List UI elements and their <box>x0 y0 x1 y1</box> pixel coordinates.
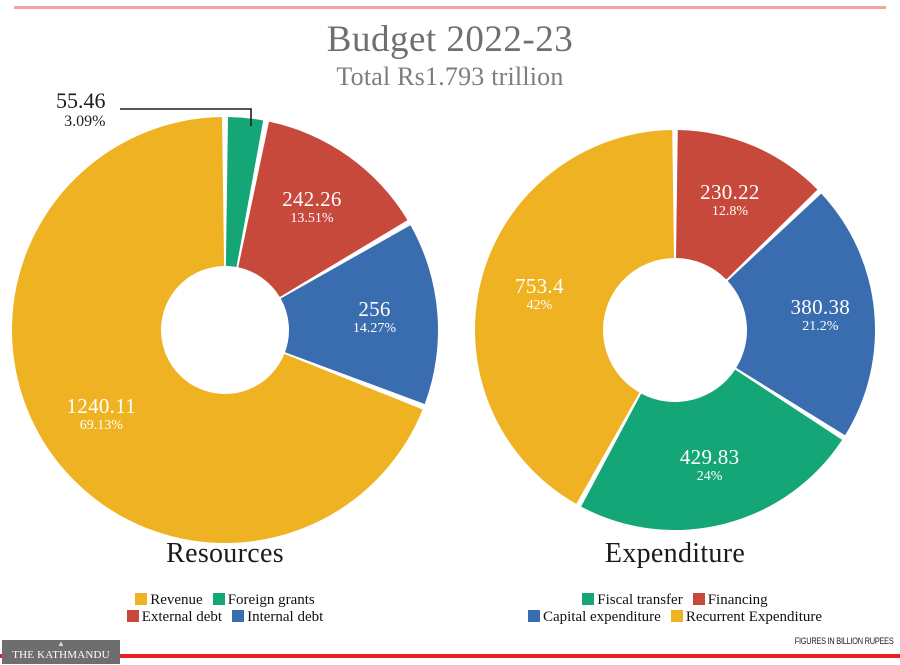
pie-slice <box>225 117 264 268</box>
legend-label: Internal debt <box>247 609 324 625</box>
pie-slice <box>280 225 438 404</box>
figures-unit-note: FIGURES IN BILLION RUPEES <box>795 636 894 646</box>
chart-panel-resources: 55.46 3.09% 242.26 13.51% 256 14.27% 124… <box>0 88 450 569</box>
page-subtitle: Total Rs1.793 trillion <box>336 62 564 91</box>
legend-swatch-icon <box>582 593 595 605</box>
legend-item[interactable]: Fiscal transfer <box>582 592 683 609</box>
legend-swatch-icon <box>670 610 683 622</box>
legend-item[interactable]: Revenue <box>135 592 203 609</box>
callout-percent: 3.09% <box>64 113 106 130</box>
legend-item[interactable]: Recurrent Expenditure <box>670 609 823 626</box>
chart-caption-expenditure: Expenditure <box>604 538 746 569</box>
legend-item[interactable]: Capital expenditure <box>527 609 661 626</box>
top-divider-rule <box>14 6 886 9</box>
legend-label: Revenue <box>150 592 203 608</box>
chart-caption-resources: Resources <box>166 538 284 569</box>
pie-slice <box>727 193 875 436</box>
legend-swatch-icon <box>212 593 225 605</box>
header-block: Budget 2022-23 Total Rs1.793 trillion <box>0 18 900 92</box>
legend-item[interactable]: Foreign grants <box>212 592 315 609</box>
legend-swatch-icon <box>135 593 148 605</box>
legend-label: Financing <box>707 592 768 608</box>
legend-expenditure: Fiscal transfer Financing Capital expendit… <box>450 592 900 626</box>
pie-slice <box>12 117 423 544</box>
legend-resources: Revenue Foreign grants External debt Intern… <box>0 592 450 626</box>
pie-slice <box>676 130 818 280</box>
legend-swatch-icon <box>232 610 245 622</box>
legend-row: External debt Internal debt <box>0 609 450 626</box>
legend-swatch-icon <box>527 610 540 622</box>
logo-text: THE KATHMANDU POST <box>12 649 110 664</box>
legend-swatch-icon <box>126 610 139 622</box>
legend-item[interactable]: Internal debt <box>232 609 323 626</box>
footer-divider-rule <box>0 654 900 658</box>
donut-chart-resources <box>12 108 438 544</box>
legend-row: Revenue Foreign grants <box>0 592 450 609</box>
legend-label: Foreign grants <box>227 592 315 608</box>
callout-value: 55.46 <box>56 88 106 113</box>
legend-label: External debt <box>141 609 223 625</box>
pie-slice <box>238 121 408 297</box>
kathmandu-post-logo: ▲ THE KATHMANDU POST <box>2 640 120 664</box>
legend-label: Capital expenditure <box>542 609 661 625</box>
legend-swatch-icon <box>692 593 705 605</box>
callout-label-foreign-grants: 55.46 3.09% <box>56 88 106 131</box>
chart-panel-expenditure: 230.22 12.8% 380.38 21.2% 429.83 24% 753… <box>450 100 900 569</box>
donut-chart-expenditure <box>475 130 875 530</box>
callout-leader-line <box>120 108 252 126</box>
page-title: Budget 2022-23 <box>326 19 574 60</box>
legend-row: Capital expenditure Recurrent Expenditure <box>450 609 900 626</box>
legend-label: Fiscal transfer <box>597 592 683 608</box>
pie-slice <box>475 130 674 504</box>
pie-slice <box>581 369 843 530</box>
legend-item[interactable]: External debt <box>126 609 223 626</box>
legend-row: Fiscal transfer Financing <box>450 592 900 609</box>
legend-label: Recurrent Expenditure <box>685 609 823 625</box>
stupa-icon: ▲ <box>57 640 65 648</box>
legend-item[interactable]: Financing <box>692 592 768 609</box>
